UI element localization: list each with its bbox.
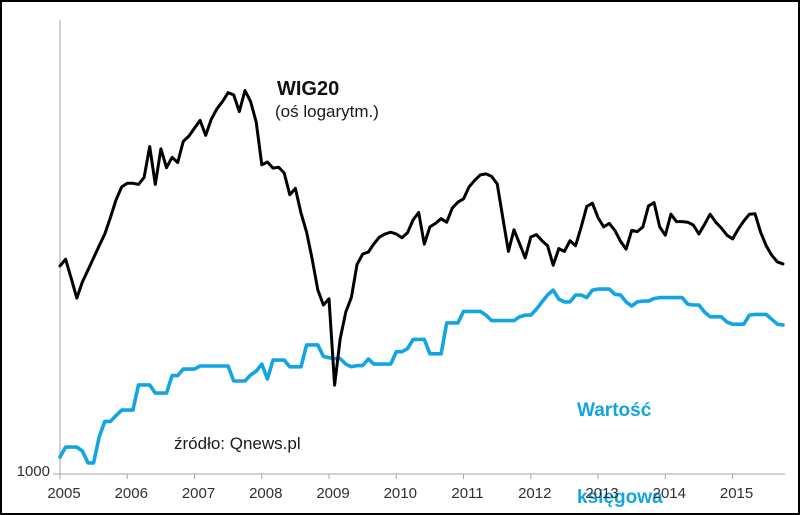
wig20-line [58,89,785,387]
x-axis-year-label: 2015 [719,485,754,502]
log-axis-note: (oś logarytm.) [275,102,379,121]
x-axis-year-label: 2013 [585,485,619,502]
x-axis-year-label: 2006 [114,485,148,502]
book-value-line [58,287,785,465]
x-axis-year-label: 2012 [518,485,552,502]
x-axis-year-label: 2009 [316,485,350,502]
book-value-label-line2: księgowa [577,487,663,508]
wig20-series-title: WIG20 [277,78,340,100]
x-axis-year-label: 2005 [47,485,81,502]
x-axis-year-label: 2011 [451,485,484,502]
y-axis-tick-label: 1000 [16,463,50,480]
book-value-label-line1: Wartość [577,400,652,421]
x-axis-year-label: 2008 [249,485,283,502]
x-axis-year-label: 2010 [383,485,417,502]
book-value-series-label: Wartość księgowa [577,338,663,513]
source-note: źródło: Qnews.pl [174,434,301,453]
x-axis-year-label: 2014 [652,485,686,502]
x-axis-year-label: 2007 [181,485,216,502]
